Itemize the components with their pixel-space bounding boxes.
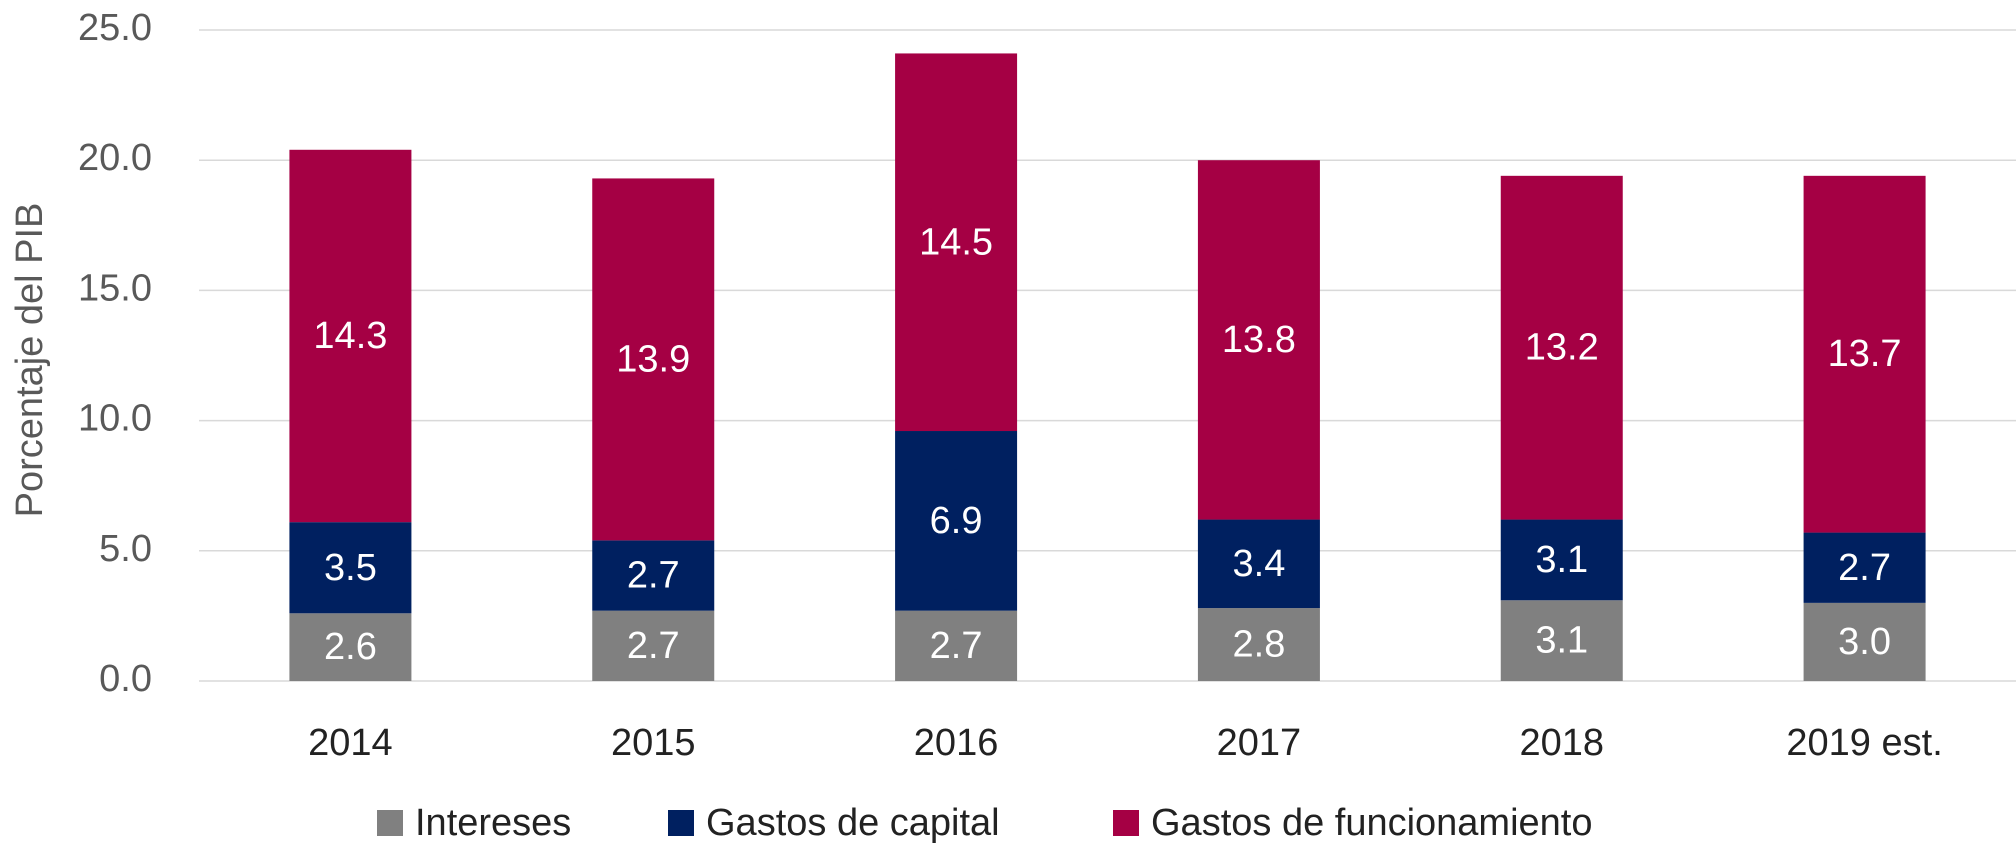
x-tick-label: 2018 [1519,722,1604,764]
bar-segment [1500,600,1623,681]
bar-segment [1803,532,1926,603]
data-label: 2.7 [930,625,983,667]
data-label: 3.0 [1838,621,1891,663]
y-tick-label: 0.0 [99,658,152,700]
bar-segment [1803,602,1926,681]
legend-label: Intereses [415,802,571,844]
bar-segment [289,149,412,523]
data-label: 13.9 [616,338,690,380]
bar-segment [1500,519,1623,601]
data-label: 2.6 [324,626,377,668]
x-tick-label: 2015 [611,722,696,764]
data-label: 13.2 [1525,327,1599,369]
bar-segment [1500,175,1623,520]
data-label: 3.4 [1233,543,1286,585]
bar-segment [895,431,1018,611]
x-tick-label: 2014 [308,722,393,764]
y-tick-label: 10.0 [78,398,152,440]
legend-swatch [1113,810,1139,836]
legend-label: Gastos de capital [706,802,1000,844]
bar-segment [592,178,715,541]
y-tick-label: 5.0 [99,528,152,570]
bar-segment [895,610,1018,681]
data-label: 3.1 [1535,539,1588,581]
y-tick-label: 25.0 [78,7,152,49]
y-tick-label: 20.0 [78,137,152,179]
bar-segment [1197,519,1320,609]
data-label: 13.7 [1828,333,1902,375]
bar-segment [289,613,412,681]
bar-segment [895,53,1018,432]
data-label: 13.8 [1222,319,1296,361]
data-label: 6.9 [930,500,983,542]
data-label: 3.1 [1535,620,1588,662]
bar-segment [1197,160,1320,520]
data-label: 2.8 [1233,624,1286,666]
x-tick-label: 2017 [1217,722,1302,764]
data-label: 2.7 [627,555,680,597]
bar-segment [592,540,715,611]
x-tick-label: 2016 [914,722,999,764]
bar-segment [289,522,412,614]
bar-segment [1197,608,1320,681]
data-label: 3.5 [324,547,377,589]
data-label: 2.7 [1838,547,1891,589]
data-label: 2.7 [627,625,680,667]
data-label: 14.5 [919,221,993,263]
bar-segment [592,610,715,681]
y-tick-label: 15.0 [78,267,152,309]
bar-segment [1803,175,1926,533]
x-tick-label: 2019 est. [1786,722,1942,764]
legend-swatch [377,810,403,836]
y-axis-label: Porcentaje del PIB [9,203,51,518]
legend-label: Gastos de funcionamiento [1151,802,1593,844]
legend-swatch [668,810,694,836]
data-label: 14.3 [313,315,387,357]
